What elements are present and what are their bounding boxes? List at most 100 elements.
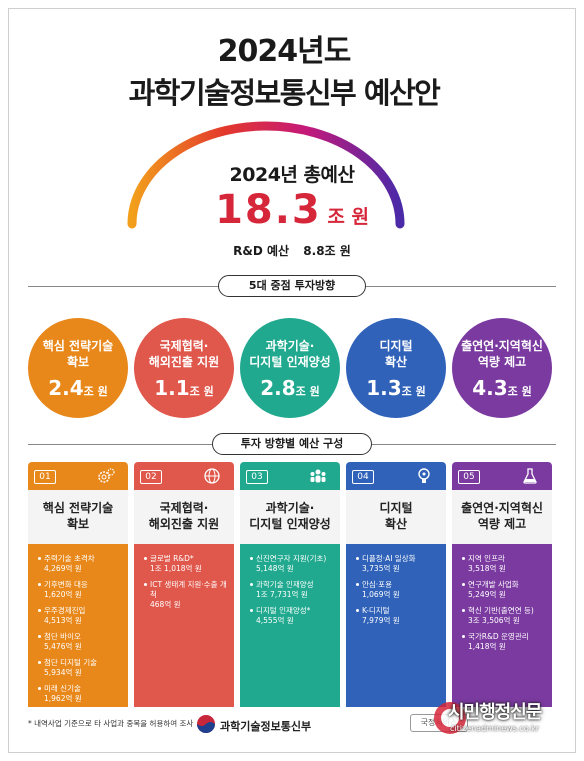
card-title: 과학기술· 디지털 인재양성 [240, 490, 340, 544]
item-amount: 5,476억 원 [44, 642, 82, 651]
gear-icon [96, 466, 116, 486]
list-item: 첨단 디지털 기술 5,934억 원 [38, 658, 124, 678]
section-title-composition: 투자 방향별 예산 구성 [212, 433, 372, 455]
list-item: 국가R&D 운영관리 1,418억 원 [462, 632, 548, 652]
direction-amount-unit: 조 원 [507, 385, 532, 398]
list-item: 글로벌 R&D* 1조 1,018억 원 [144, 554, 230, 574]
item-name: 디지털 인재양성* [256, 606, 311, 615]
list-item: ICT 생태계 지원·수출 개척 468억 원 [144, 580, 230, 610]
item-name: 지역 인프라 [468, 554, 505, 563]
bulb-icon [414, 466, 434, 486]
direction-name: 디지털 확산 [379, 339, 413, 369]
item-amount: 5,249억 원 [468, 590, 506, 599]
direction-amount-number: 1.1 [154, 376, 190, 400]
list-item: 주력기술 초격차 4,269억 원 [38, 554, 124, 574]
total-budget-value: 18.3 조 원 [0, 187, 584, 233]
card-title: 출연연·지역혁신 역량 제고 [452, 490, 552, 544]
direction-circle: 출연연·지역혁신 역량 제고 4.3조 원 [452, 318, 552, 418]
rd-budget-value: 8.8조 원 [303, 244, 351, 258]
item-amount: 1,962억 원 [44, 694, 82, 703]
item-name: 첨단 디지털 기술 [44, 658, 98, 667]
list-item: 첨단 바이오 5,476억 원 [38, 632, 124, 652]
item-amount: 1,620억 원 [44, 590, 82, 599]
direction-amount: 2.8조 원 [240, 376, 340, 400]
item-amount: 4,513억 원 [44, 616, 82, 625]
item-amount: 468억 원 [150, 600, 181, 609]
card-tab: 04 [346, 462, 446, 490]
card-body: 디플정·AI 일상화 3,735억 원 안심·포용 1,069억 원 K-디지털 7,97… [346, 544, 446, 707]
item-name: 첨단 바이오 [44, 632, 81, 641]
rd-budget-label: R&D 예산 [233, 244, 290, 258]
direction-name: 출연연·지역혁신 역량 제고 [461, 339, 543, 369]
item-name: K-디지털 [362, 606, 390, 615]
item-name: 주력기술 초격차 [44, 554, 95, 563]
section-title-directions: 5대 중점 투자방향 [218, 275, 366, 297]
direction-amount-number: 2.4 [48, 376, 84, 400]
direction-amount: 4.3조 원 [452, 376, 552, 400]
item-amount: 5,148억 원 [256, 564, 294, 573]
direction-circle: 국제협력· 해외진출 지원 1.1조 원 [134, 318, 234, 418]
total-budget-arc [127, 121, 405, 229]
direction-circle: 과학기술· 디지털 인재양성 2.8조 원 [240, 318, 340, 418]
flask-icon [520, 466, 540, 486]
people-icon [308, 466, 328, 486]
watermark-logo [434, 702, 466, 734]
card-number: 01 [34, 470, 56, 484]
list-item: 혁신 기반(출연연 등) 3조 3,506억 원 [462, 606, 548, 626]
item-amount: 7,979억 원 [362, 616, 400, 625]
direction-amount: 1.1조 원 [134, 376, 234, 400]
item-amount: 4,555억 원 [256, 616, 294, 625]
item-name: 연구개발 사업화 [468, 580, 519, 589]
list-item: 연구개발 사업화 5,249억 원 [462, 580, 548, 600]
direction-name: 국제협력· 해외진출 지원 [148, 339, 220, 369]
footnote: * 내역사업 기준으로 타 사업과 중복을 허용하여 조사 [28, 719, 194, 728]
card-title: 국제협력· 해외진출 지원 [134, 490, 234, 544]
card-body: 주력기술 초격차 4,269억 원 기후변화 대응 1,620억 원 우주경제진입 4,5… [28, 544, 128, 707]
list-item: 미래 신기술 1,962억 원 [38, 684, 124, 704]
item-amount: 1,418억 원 [468, 642, 506, 651]
total-budget-unit: 조 원 [327, 206, 369, 228]
direction-amount: 1.3조 원 [346, 376, 446, 400]
total-budget-number: 18.3 [215, 187, 322, 233]
item-name: 미래 신기술 [44, 684, 81, 693]
card-tab: 03 [240, 462, 340, 490]
item-name: 혁신 기반(출연연 등) [468, 606, 534, 615]
card-title: 핵심 전략기술 확보 [28, 490, 128, 544]
direction-amount-number: 1.3 [366, 376, 402, 400]
item-amount: 5,934억 원 [44, 668, 82, 677]
card-item-list: 글로벌 R&D* 1조 1,018억 원 ICT 생태계 지원·수출 개척 468억 … [134, 544, 234, 610]
watermark-text: 시민행정신문 [448, 702, 542, 723]
item-amount: 3,735억 원 [362, 564, 400, 573]
total-budget-label: 2024년 총예산 [229, 164, 355, 186]
item-amount: 1조 1,018억 원 [150, 564, 202, 573]
card-title: 디지털 확산 [346, 490, 446, 544]
list-item: 디지털 인재양성* 4,555억 원 [250, 606, 336, 626]
list-item: 안심·포용 1,069억 원 [356, 580, 442, 600]
rd-budget: R&D 예산 8.8조 원 [0, 242, 584, 259]
card-number: 04 [352, 470, 374, 484]
direction-circle: 디지털 확산 1.3조 원 [346, 318, 446, 418]
ministry-name: 과학기술정보통신부 [220, 720, 312, 733]
item-name: 안심·포용 [362, 580, 392, 589]
budget-card: 03 과학기술· 디지털 인재양성 신진연구자 지원(기초) 5,148억 원 과학기술… [240, 462, 340, 707]
card-number: 05 [458, 470, 480, 484]
item-name: 국가R&D 운영관리 [468, 632, 529, 641]
direction-amount-unit: 조 원 [83, 385, 108, 398]
list-item: K-디지털 7,979억 원 [356, 606, 442, 626]
watermark-url: citizenadminews.co.kr [450, 724, 540, 733]
card-number: 03 [246, 470, 268, 484]
item-name: 글로벌 R&D* [150, 554, 194, 563]
item-name: 과학기술 인재양성 [256, 580, 314, 589]
budget-card: 04 디지털 확산 디플정·AI 일상화 3,735억 원 안심·포용 1,069억 원 K… [346, 462, 446, 707]
direction-circle: 핵심 전략기술 확보 2.4조 원 [28, 318, 128, 418]
list-item: 기후변화 대응 1,620억 원 [38, 580, 124, 600]
list-item: 과학기술 인재양성 1조 7,731억 원 [250, 580, 336, 600]
item-name: ICT 생태계 지원·수출 개척 [150, 580, 227, 599]
item-amount: 4,269억 원 [44, 564, 82, 573]
item-amount: 1,069억 원 [362, 590, 400, 599]
list-item: 지역 인프라 3,518억 원 [462, 554, 548, 574]
direction-name: 과학기술· 디지털 인재양성 [249, 339, 331, 369]
